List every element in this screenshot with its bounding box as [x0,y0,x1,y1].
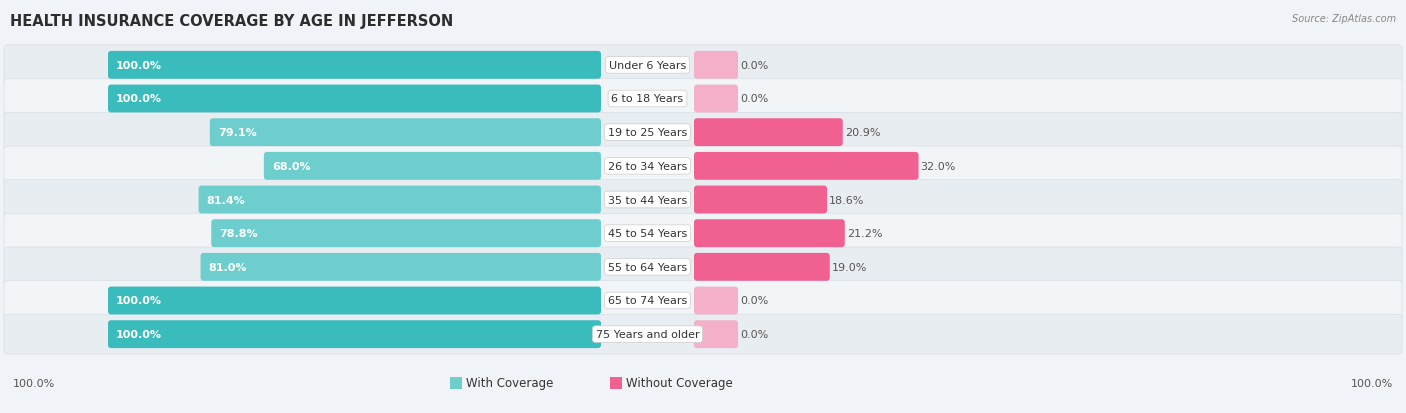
FancyBboxPatch shape [4,315,1402,354]
Text: 100.0%: 100.0% [117,296,162,306]
FancyBboxPatch shape [695,119,842,147]
Text: 75 Years and older: 75 Years and older [596,330,699,339]
FancyBboxPatch shape [209,119,600,147]
Text: 0.0%: 0.0% [740,94,768,104]
FancyBboxPatch shape [198,186,600,214]
FancyBboxPatch shape [695,253,830,281]
FancyBboxPatch shape [4,214,1402,254]
Text: Without Coverage: Without Coverage [626,377,733,389]
FancyBboxPatch shape [264,152,600,180]
Text: 19 to 25 Years: 19 to 25 Years [607,128,688,138]
FancyBboxPatch shape [4,247,1402,287]
Text: 68.0%: 68.0% [271,161,311,171]
FancyBboxPatch shape [450,377,463,389]
Text: HEALTH INSURANCE COVERAGE BY AGE IN JEFFERSON: HEALTH INSURANCE COVERAGE BY AGE IN JEFF… [10,14,453,29]
Text: 32.0%: 32.0% [921,161,956,171]
Text: 100.0%: 100.0% [1351,378,1393,388]
FancyBboxPatch shape [695,220,845,247]
FancyBboxPatch shape [201,253,600,281]
FancyBboxPatch shape [4,46,1402,85]
FancyBboxPatch shape [4,180,1402,220]
Text: 21.2%: 21.2% [846,229,883,239]
FancyBboxPatch shape [695,85,738,113]
Text: 81.4%: 81.4% [207,195,245,205]
FancyBboxPatch shape [108,85,600,113]
FancyBboxPatch shape [695,287,738,315]
Text: Under 6 Years: Under 6 Years [609,61,686,71]
Text: 0.0%: 0.0% [740,330,768,339]
FancyBboxPatch shape [211,220,600,247]
Text: 100.0%: 100.0% [13,378,55,388]
FancyBboxPatch shape [108,287,600,315]
Text: 100.0%: 100.0% [117,94,162,104]
FancyBboxPatch shape [4,147,1402,186]
Text: 81.0%: 81.0% [208,262,247,272]
FancyBboxPatch shape [4,113,1402,153]
Text: 35 to 44 Years: 35 to 44 Years [607,195,688,205]
FancyBboxPatch shape [4,281,1402,320]
FancyBboxPatch shape [695,320,738,348]
Text: 65 to 74 Years: 65 to 74 Years [607,296,688,306]
Text: 0.0%: 0.0% [740,296,768,306]
Text: 20.9%: 20.9% [845,128,880,138]
Text: With Coverage: With Coverage [465,377,554,389]
Text: Source: ZipAtlas.com: Source: ZipAtlas.com [1292,14,1396,24]
Text: 55 to 64 Years: 55 to 64 Years [607,262,688,272]
FancyBboxPatch shape [695,186,827,214]
FancyBboxPatch shape [108,52,600,80]
FancyBboxPatch shape [610,377,621,389]
Text: 18.6%: 18.6% [830,195,865,205]
FancyBboxPatch shape [695,152,918,180]
Text: 79.1%: 79.1% [218,128,256,138]
Text: 19.0%: 19.0% [832,262,868,272]
Text: 6 to 18 Years: 6 to 18 Years [612,94,683,104]
Text: 45 to 54 Years: 45 to 54 Years [607,229,688,239]
Text: 26 to 34 Years: 26 to 34 Years [607,161,688,171]
Text: 0.0%: 0.0% [740,61,768,71]
Text: 78.8%: 78.8% [219,229,257,239]
Text: 100.0%: 100.0% [117,330,162,339]
FancyBboxPatch shape [108,320,600,348]
FancyBboxPatch shape [4,79,1402,119]
FancyBboxPatch shape [695,52,738,80]
Text: 100.0%: 100.0% [117,61,162,71]
